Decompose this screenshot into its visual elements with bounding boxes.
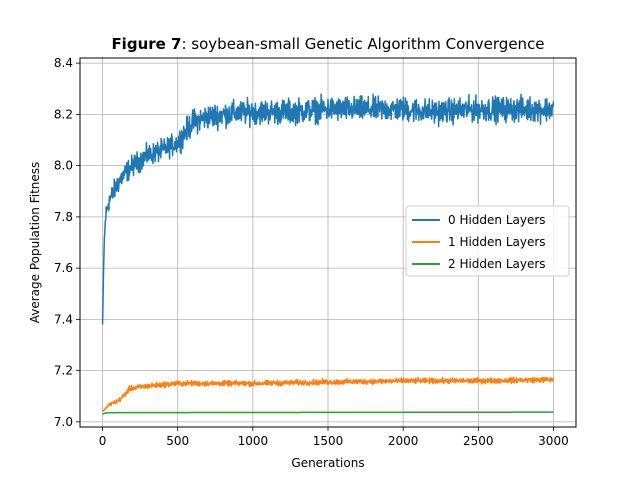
y-tick-label: 8.0 [54, 159, 73, 173]
x-tick-label: 1500 [313, 434, 344, 448]
x-tick-label: 3000 [538, 434, 569, 448]
series-line-0 [101, 93, 555, 325]
x-tick-label: 1000 [238, 434, 269, 448]
y-tick-label: 7.0 [54, 415, 73, 429]
x-tick-label: 0 [99, 434, 107, 448]
y-axis-label: Average Population Fitness [28, 162, 42, 324]
y-tick-label: 7.4 [54, 312, 73, 326]
legend-item: 1 Hidden Layers [412, 235, 546, 249]
y-tick-label: 7.2 [54, 364, 73, 378]
y-tick-label: 7.6 [54, 261, 73, 275]
y-tick-label: 8.4 [54, 56, 73, 70]
y-tick-label: 8.2 [54, 107, 73, 121]
legend: 0 Hidden Layers 1 Hidden Layers 2 Hidden L… [405, 205, 570, 277]
x-axis-label: Generations [291, 456, 364, 470]
series-line-1 [102, 376, 555, 413]
series-layer [101, 93, 555, 415]
series-line-2 [102, 411, 554, 415]
chart-title-rest: : soybean-small Genetic Algorithm Conver… [181, 35, 544, 53]
legend-label: 1 Hidden Layers [448, 235, 546, 249]
legend-frame [405, 205, 570, 277]
legend-label: 0 Hidden Layers [448, 213, 546, 227]
chart-title: Figure 7: soybean-small Genetic Algorith… [111, 35, 544, 53]
legend-item: 2 Hidden Layers [412, 257, 546, 271]
chart-title-bold: Figure 7 [111, 35, 181, 53]
x-tick-label: 2500 [463, 434, 494, 448]
x-tick-label: 2000 [388, 434, 419, 448]
legend-item: 0 Hidden Layers [412, 213, 546, 227]
x-tick-label: 500 [166, 434, 189, 448]
y-tick-label: 7.8 [54, 210, 73, 224]
ticks: 0 500 1000 1500 2000 2500 3000 7.0 7.2 7.4 7.6 7.8 8… [54, 56, 569, 448]
legend-label: 2 Hidden Layers [448, 257, 546, 271]
